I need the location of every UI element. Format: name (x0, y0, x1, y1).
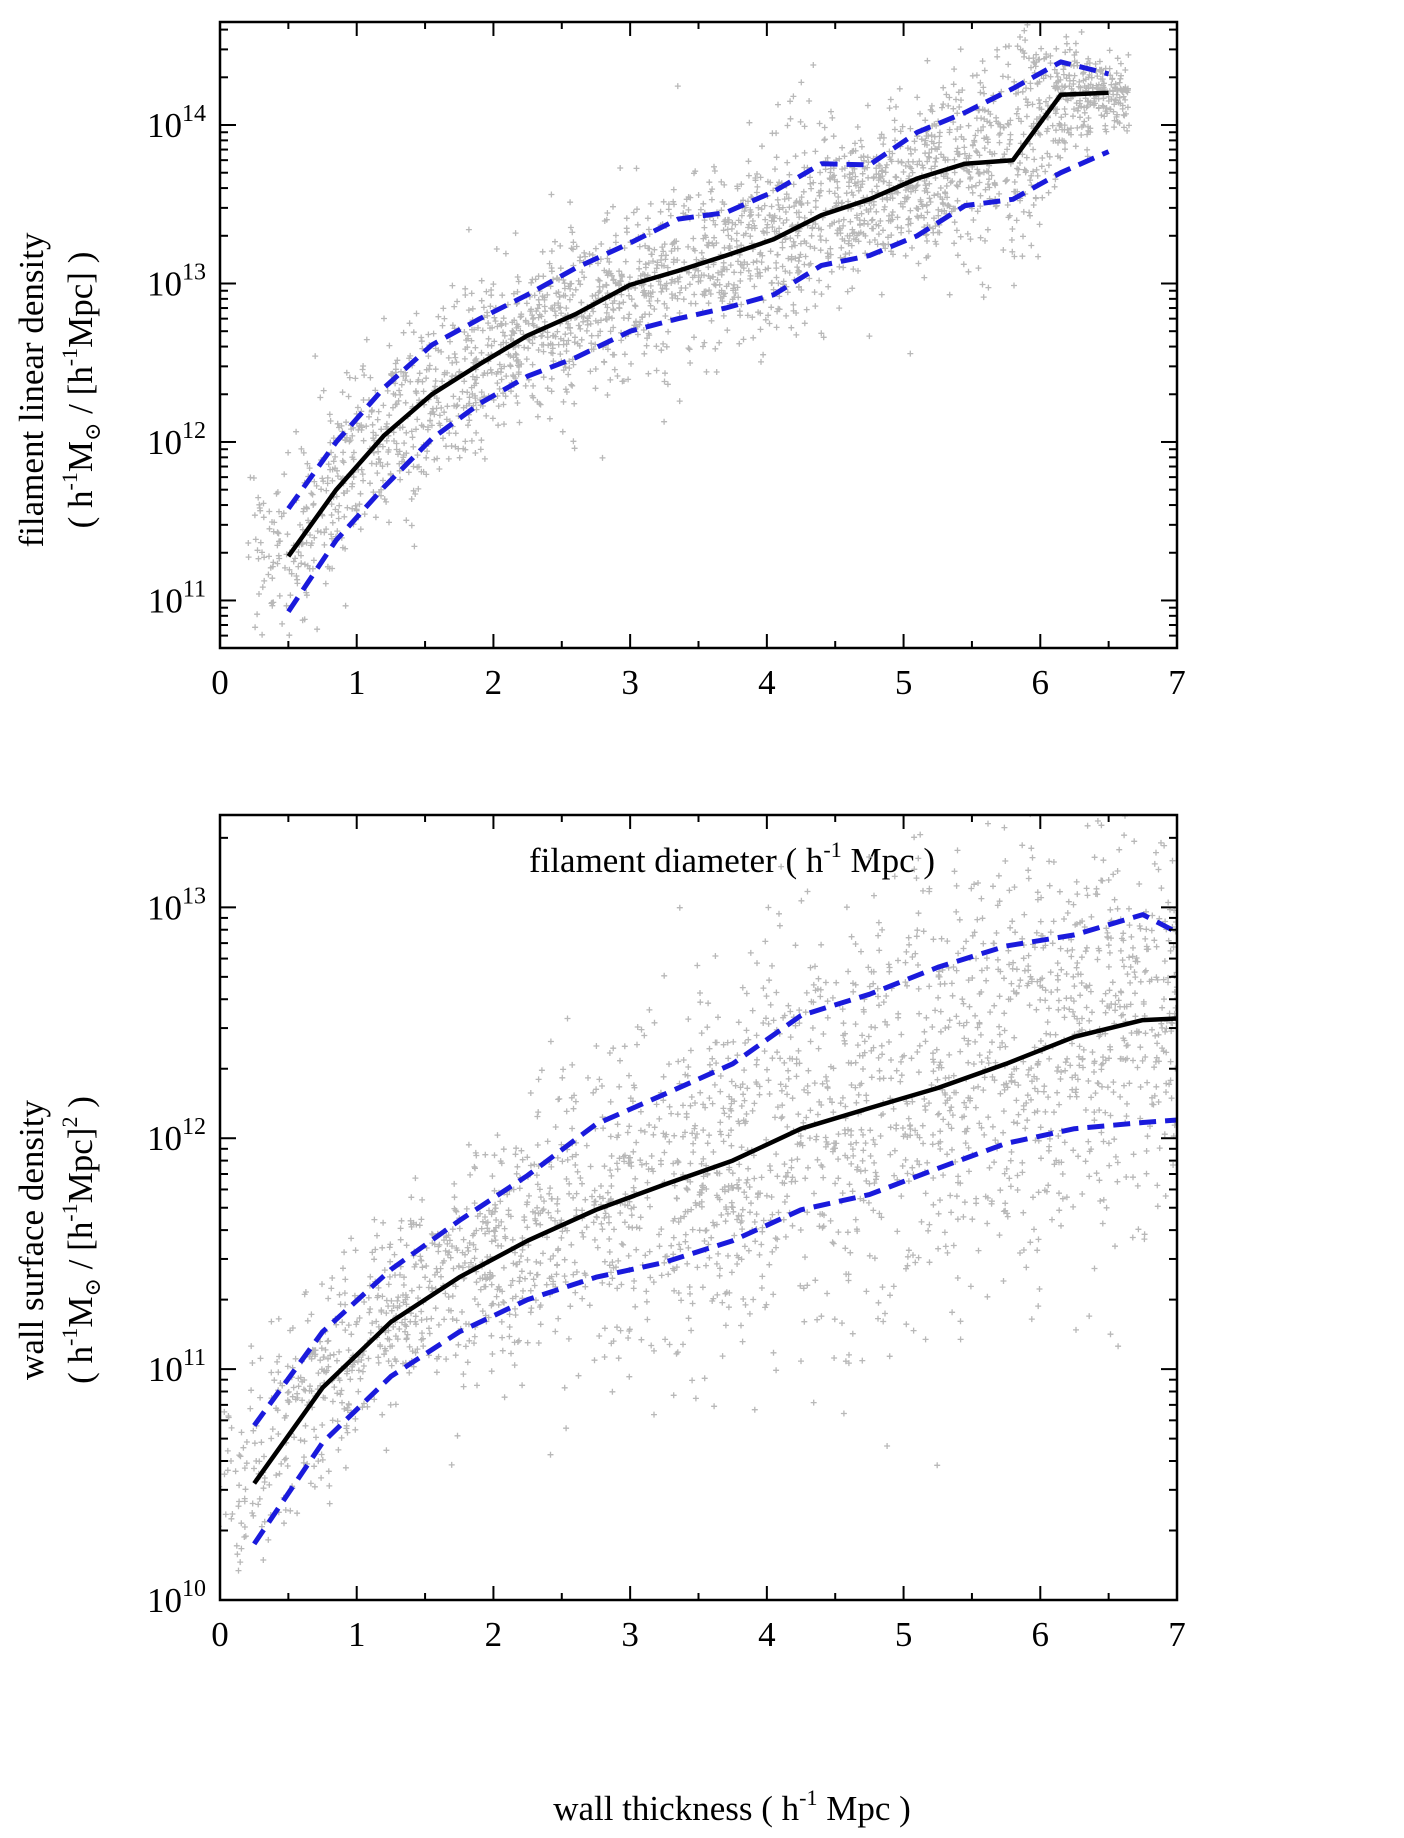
wall-lower-percentile-line (252, 1117, 1177, 1546)
wall-axes: 0 1 2 3 4 5 6 7 1010 1011 1012 1013 (147, 813, 1186, 1654)
filament-series (286, 59, 1110, 613)
filament-plot-frame (218, 20, 1179, 650)
filament-xlabel: filament diameter ( h-1 Mpc ) (529, 837, 935, 880)
wall-y-tick-label: 1011 (148, 1345, 206, 1389)
wall-x-tick-label: 1 (348, 1615, 366, 1654)
filament-y-tick-label: 1013 (147, 259, 206, 303)
filament-upper-percentile-line (286, 59, 1110, 511)
wall-upper-percentile-line (252, 912, 1177, 1427)
wall-ylabel-line2: ( h-1M⊙ / [h-1Mpc]2 ) (57, 1096, 105, 1384)
filament-median-line (286, 90, 1109, 558)
wall-x-tick-label: 2 (485, 1615, 503, 1654)
filament-x-tick-label: 4 (758, 663, 776, 702)
wall-x-tick-label: 5 (895, 1615, 913, 1654)
filament-y-tick-label: 1012 (147, 418, 206, 462)
filament-ylabel-line2: ( h-1M⊙ / [h-1Mpc] ) (57, 252, 105, 529)
wall-plot-frame (218, 813, 1179, 1602)
wall-xlabel: wall thickness ( h-1 Mpc ) (553, 1785, 911, 1828)
filament-x-tick-label: 5 (895, 663, 913, 702)
filament-x-tick-label: 6 (1032, 663, 1050, 702)
wall-x-tick-label: 3 (621, 1615, 639, 1654)
wall-median-line (252, 1016, 1177, 1485)
filament-scatter-points (245, 22, 1132, 639)
filament-y-tick-label: 1014 (147, 101, 206, 145)
filament-ylabel-line1: filament linear density (12, 232, 51, 547)
wall-y-tick-label: 1013 (147, 883, 206, 927)
filament-x-tick-label: 1 (348, 663, 366, 702)
wall-series (252, 912, 1177, 1546)
filament-x-tick-label: 2 (485, 663, 503, 702)
wall-x-tick-label: 4 (758, 1615, 776, 1654)
wall-y-tick-label: 1012 (147, 1114, 206, 1158)
filament-x-tick-label: 3 (621, 663, 639, 702)
filament-x-tick-label: 7 (1168, 663, 1186, 702)
wall-panel: 0 1 2 3 4 5 6 7 1010 1011 1012 1013 wall thickness … (12, 813, 1186, 1828)
wall-x-tick-label: 6 (1032, 1615, 1050, 1654)
filament-scatter-cloud (245, 22, 1132, 639)
wall-x-tick-label: 7 (1168, 1615, 1186, 1654)
filament-panel: 0 1 2 3 4 5 6 7 1011 1012 1013 1014 filament diamet… (12, 20, 1186, 880)
filament-lower-percentile-line (286, 149, 1110, 613)
filament-y-tick-label: 1011 (148, 576, 206, 620)
wall-x-tick-label: 0 (211, 1615, 229, 1654)
wall-ylabel-line1: wall surface density (12, 1100, 51, 1380)
filament-axes: 0 1 2 3 4 5 6 7 1011 1012 1013 1014 (147, 20, 1186, 702)
wall-y-tick-label: 1010 (147, 1576, 206, 1620)
filament-x-tick-label: 0 (211, 663, 229, 702)
